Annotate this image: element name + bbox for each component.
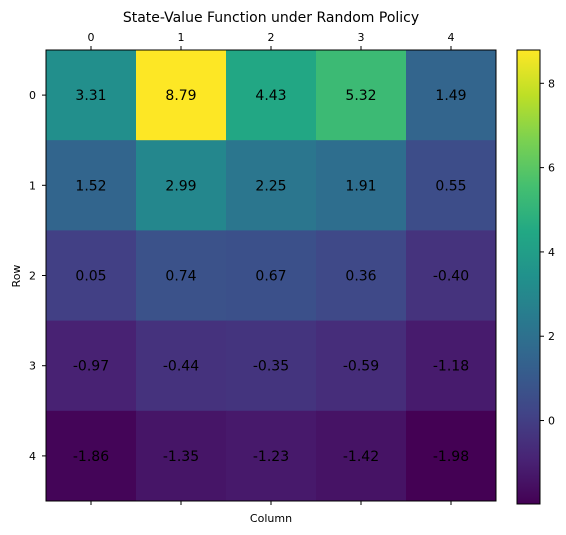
heatmap-cell [316, 140, 407, 231]
x-tick-label: 2 [268, 31, 275, 44]
heatmap-cell [46, 320, 137, 412]
heatmap-cell [316, 230, 407, 322]
cell-value-label: -0.40 [433, 269, 469, 285]
heatmap-cell [406, 140, 497, 231]
colorbar-tick-label: 8 [548, 77, 555, 90]
cell-value-label: 0.74 [165, 269, 196, 285]
cell-value-label: -1.23 [253, 449, 289, 465]
cell-value-label: -0.44 [163, 359, 199, 375]
cell-value-label: -1.98 [433, 449, 469, 465]
cell-value-label: -1.35 [163, 449, 199, 465]
y-axis-label: Row [10, 265, 23, 288]
colorbar-tick-label: 0 [548, 415, 555, 428]
y-tick-label: 2 [29, 270, 36, 283]
heatmap-cell [226, 320, 317, 412]
cell-value-label: -0.97 [73, 359, 109, 375]
x-tick-label: 3 [358, 31, 365, 44]
y-tick-label: 4 [29, 450, 36, 463]
cell-value-label: 0.67 [255, 269, 286, 285]
cell-value-label: 0.05 [75, 269, 106, 285]
heatmap-cell [136, 320, 227, 412]
y-tick-label: 0 [29, 89, 36, 102]
x-tick-label: 4 [448, 31, 455, 44]
heatmap-cell [46, 140, 137, 231]
heatmap-cell [46, 230, 137, 322]
heatmap-cell [136, 410, 227, 502]
x-tick-label: 1 [178, 31, 185, 44]
heatmap-cell [316, 410, 407, 502]
cell-value-label: 2.99 [165, 178, 196, 194]
cell-value-label: 5.32 [345, 88, 376, 104]
heatmap-cell [136, 50, 227, 141]
y-ticks: 0 1 2 3 4 [29, 89, 46, 463]
cell-value-label: 4.43 [255, 88, 286, 104]
colorbar-tick-label: 2 [548, 330, 555, 343]
colorbar [516, 49, 541, 505]
chart-title: State-Value Function under Random Policy [123, 10, 419, 26]
heatmap-cell [406, 50, 497, 141]
cell-value-label: -1.42 [343, 449, 379, 465]
cell-value-label: -0.59 [343, 359, 379, 375]
cell-value-label: -1.18 [433, 359, 469, 375]
heatmap-cell [46, 50, 137, 141]
heatmap-cell [136, 230, 227, 322]
x-ticks: 0 1 2 3 4 [88, 31, 455, 505]
cell-value-label: 1.49 [435, 88, 466, 104]
heatmap-cell [406, 230, 497, 322]
cell-value-label: 1.91 [345, 178, 376, 194]
heatmap-cell [406, 410, 497, 502]
cell-value-label: -0.35 [253, 359, 289, 375]
cell-value-label: 8.79 [165, 88, 196, 104]
heatmap-cell [136, 140, 227, 231]
y-tick-label: 1 [29, 179, 36, 192]
cell-value-label: 2.25 [255, 178, 286, 194]
y-tick-label: 3 [29, 360, 36, 373]
heatmap-cell [226, 140, 317, 231]
heatmap-cell [226, 410, 317, 502]
cell-value-label: 0.55 [435, 178, 466, 194]
heatmap-cells: 3.31 8.79 4.43 5.32 1.49 1.52 2.99 2.25 1.91 0.55… [46, 50, 497, 502]
cell-value-label: 0.36 [345, 269, 376, 285]
x-tick-label: 0 [88, 31, 95, 44]
cell-value-label: -1.86 [73, 449, 109, 465]
cell-value-label: 1.52 [75, 178, 106, 194]
heatmap-cell [406, 320, 497, 412]
colorbar-tick-label: 6 [548, 162, 555, 175]
colorbar-ticks: 0 2 4 6 8 [540, 77, 555, 428]
heatmap-cell [226, 50, 317, 141]
colorbar-tick-label: 4 [548, 246, 555, 259]
cell-value-label: 3.31 [75, 88, 106, 104]
heatmap-cell [316, 50, 407, 141]
heatmap-cell [316, 320, 407, 412]
heatmap-cell [46, 410, 137, 502]
heatmap-cell [226, 230, 317, 322]
x-axis-label: Column [250, 512, 292, 525]
